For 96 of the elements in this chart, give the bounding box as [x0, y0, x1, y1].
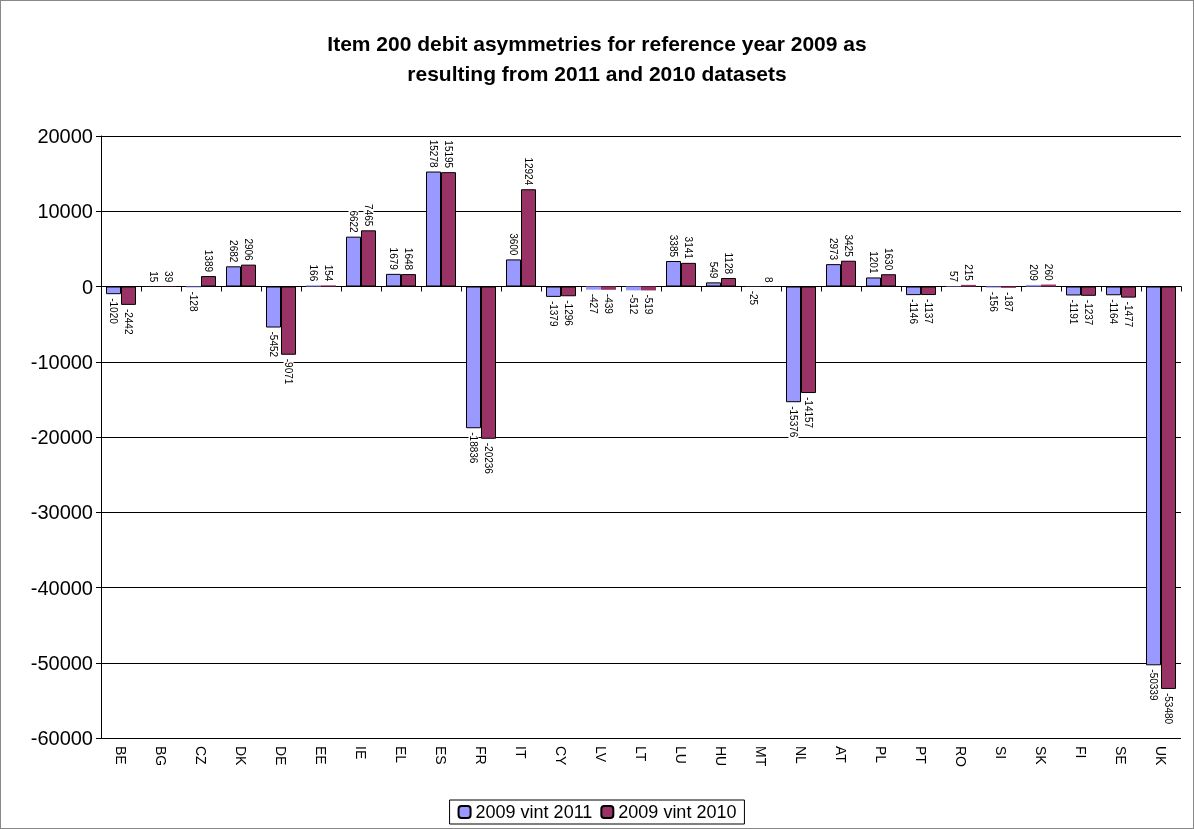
x-tick-label: DK	[233, 746, 249, 767]
data-label: 1128	[723, 252, 734, 275]
data-label: 3425	[843, 234, 854, 258]
x-tick-label: AT	[833, 746, 849, 764]
y-tick-label: -50000	[30, 651, 93, 674]
data-label: -1191	[1068, 299, 1079, 325]
chart-title: Item 200 debit asymmetries for reference year 2009 as resulting from 2011 and 2010 datasets	[327, 31, 867, 85]
data-label: -1477	[1123, 301, 1134, 328]
data-label: 209	[1028, 264, 1039, 282]
x-tick-label: SK	[1033, 746, 1049, 766]
data-label: 7465	[363, 204, 374, 227]
data-label: 15195	[443, 140, 454, 169]
y-tick-label: 0	[81, 275, 93, 298]
x-tick-label: CY	[553, 746, 569, 767]
x-tick-label: PT	[913, 746, 929, 765]
data-label: 8	[763, 276, 774, 283]
x-tick-label: LV	[593, 746, 609, 763]
data-label: 3600	[508, 233, 519, 256]
x-tick-label: EL	[393, 746, 409, 764]
data-label: -50339	[1148, 669, 1159, 701]
x-tick-label: UK	[1153, 746, 1169, 767]
data-label: -9071	[283, 358, 294, 385]
y-tick-label: -10000	[30, 350, 93, 373]
data-label: -512	[628, 294, 639, 315]
data-label: -439	[603, 293, 614, 315]
data-label: 154	[323, 264, 334, 282]
data-label: 549	[708, 261, 719, 279]
x-tick-label: BE	[113, 746, 129, 765]
x-tick-label: SE	[1113, 746, 1129, 765]
data-label: 2973	[828, 237, 839, 261]
y-tick-label: 20000	[37, 125, 93, 147]
x-tick-label: DE	[273, 746, 289, 766]
x-tick-label: RO	[953, 746, 969, 768]
x-tick-label: CZ	[193, 746, 209, 766]
data-label: -5452	[268, 331, 279, 358]
data-label: -1296	[563, 300, 574, 327]
x-tick-label: MT	[753, 746, 769, 767]
legend-label: 2009 vint 2010	[618, 802, 737, 822]
x-tick-label: ES	[433, 746, 449, 765]
data-label: 12924	[523, 157, 534, 186]
data-label: -14157	[803, 397, 814, 429]
data-label: 215	[963, 264, 974, 282]
data-label: 2906	[243, 238, 254, 262]
data-label: -1379	[548, 300, 559, 327]
data-label: -2442	[123, 308, 134, 335]
data-label: 57	[948, 270, 959, 283]
x-tick-label: HU	[713, 746, 729, 767]
data-label: -519	[643, 294, 654, 315]
x-tick-label: NL	[793, 746, 809, 765]
bar	[586, 286, 601, 290]
data-label: -187	[1003, 291, 1014, 313]
data-label: 166	[308, 264, 319, 282]
bar	[201, 276, 216, 287]
data-label: -25	[748, 290, 759, 306]
x-tick-label: LU	[673, 746, 689, 764]
y-tick-label: -30000	[30, 501, 93, 524]
data-label: 1630	[883, 247, 894, 271]
x-tick-label: FR	[473, 746, 489, 765]
bar	[601, 286, 616, 290]
x-tick-label: BG	[153, 746, 169, 767]
data-label: 1648	[403, 247, 414, 271]
data-label: -427	[588, 293, 599, 315]
data-label: -53480	[1163, 692, 1174, 725]
data-label: -1146	[908, 299, 919, 325]
x-tick-label: IT	[513, 746, 529, 759]
x-tick-label: LT	[633, 746, 649, 762]
data-label: 39	[163, 271, 174, 283]
legend-label: 2009 vint 2011	[475, 802, 593, 822]
data-label: -1237	[1083, 299, 1094, 326]
data-label: -1164	[1108, 299, 1119, 325]
data-label: 15	[148, 271, 159, 283]
data-label: -15376	[788, 406, 799, 438]
y-tick-label: -60000	[30, 727, 93, 749]
y-tick-label: -40000	[30, 576, 93, 599]
x-tick-label: EE	[313, 746, 329, 765]
data-label: 1679	[388, 247, 399, 271]
data-label: -128	[188, 291, 199, 312]
data-label: -1020	[108, 298, 119, 325]
x-tick-label: IE	[353, 746, 369, 760]
data-label: -156	[988, 291, 999, 313]
data-label: 1201	[868, 251, 879, 274]
y-tick-label: -20000	[30, 426, 93, 448]
y-tick-label: 10000	[37, 200, 93, 223]
data-label: -18836	[468, 432, 479, 464]
data-label: 1389	[203, 249, 214, 273]
data-label: 2682	[228, 240, 239, 263]
data-label: 15278	[428, 139, 439, 168]
data-label: 3141	[683, 236, 694, 260]
x-tick-label: SI	[993, 746, 1009, 760]
data-label: 3385	[668, 234, 679, 258]
data-label: 6622	[348, 210, 359, 234]
data-label: -1137	[923, 299, 934, 325]
x-tick-label: PL	[873, 746, 889, 764]
x-tick-label: FI	[1073, 746, 1089, 759]
data-label: -20236	[483, 442, 494, 475]
data-label: 260	[1043, 263, 1054, 281]
